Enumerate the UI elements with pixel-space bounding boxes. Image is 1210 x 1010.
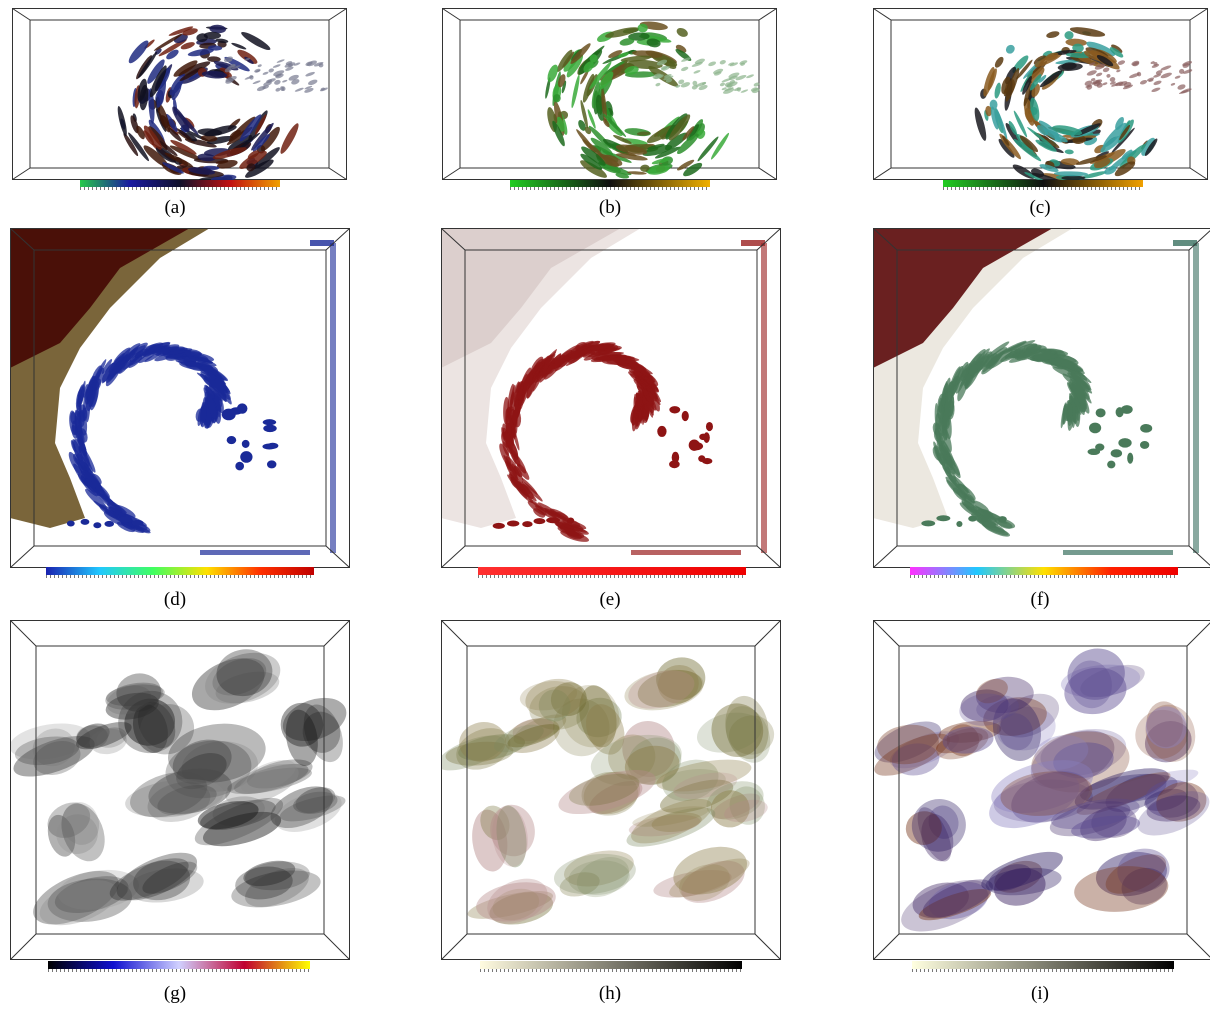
colorbar-b xyxy=(510,180,710,190)
panel-b xyxy=(442,8,777,180)
hurricane-volume xyxy=(873,228,1199,555)
colorbar-ticks xyxy=(510,187,710,190)
panel-a-volume xyxy=(12,8,347,180)
volume-fragments xyxy=(117,24,328,180)
panel-f-volume xyxy=(873,228,1210,568)
caption-d: (d) xyxy=(163,589,187,610)
colorbar-ticks xyxy=(48,969,310,972)
panel-g-volume xyxy=(10,620,350,960)
panel-h xyxy=(441,620,781,960)
turbulence-volume xyxy=(10,649,347,926)
colorbar-a xyxy=(80,180,280,190)
colorbar-d xyxy=(46,567,314,578)
panel-c xyxy=(873,8,1208,180)
bounding-box xyxy=(873,8,1208,180)
turbulence-volume xyxy=(441,657,775,925)
hurricane-volume xyxy=(10,228,336,555)
panel-e-volume xyxy=(441,228,781,568)
caption-f: (f) xyxy=(1030,589,1050,610)
caption-i: (i) xyxy=(1031,983,1049,1004)
bounding-box xyxy=(10,620,350,960)
panel-h-volume xyxy=(441,620,781,960)
volume-fragments xyxy=(974,27,1193,180)
colorbar-ticks xyxy=(910,575,1178,578)
panel-b-volume xyxy=(442,8,777,180)
panel-g xyxy=(10,620,350,960)
colorbar-ticks xyxy=(46,575,314,578)
colorbar-ticks xyxy=(80,187,280,190)
colorbar-ticks xyxy=(480,969,742,972)
colorbar-g xyxy=(48,961,310,972)
turbulence-volume xyxy=(874,648,1210,932)
panel-c-volume xyxy=(873,8,1208,180)
caption-g: (g) xyxy=(163,983,187,1004)
volume-fragments xyxy=(545,21,760,179)
panel-i-volume xyxy=(873,620,1210,960)
bounding-box xyxy=(873,620,1210,960)
colorbar-ticks xyxy=(912,969,1174,972)
colorbar-f xyxy=(910,567,1178,578)
hurricane-volume xyxy=(441,228,767,555)
bounding-box xyxy=(12,8,347,180)
colorbar-i xyxy=(912,961,1174,972)
panel-e xyxy=(441,228,781,568)
caption-b: (b) xyxy=(598,197,622,218)
colorbar-e xyxy=(478,567,746,578)
caption-e: (e) xyxy=(599,589,621,610)
panel-a xyxy=(12,8,347,180)
colorbar-ticks xyxy=(943,187,1143,190)
caption-h: (h) xyxy=(598,983,622,1004)
colorbar-h xyxy=(480,961,742,972)
caption-c: (c) xyxy=(1029,197,1051,218)
caption-a: (a) xyxy=(164,197,186,218)
panel-d-volume xyxy=(10,228,350,568)
panel-f xyxy=(873,228,1210,568)
colorbar-c xyxy=(943,180,1143,190)
panel-d xyxy=(10,228,350,568)
colorbar-ticks xyxy=(478,575,746,578)
panel-i xyxy=(873,620,1210,960)
bounding-box xyxy=(441,620,781,960)
